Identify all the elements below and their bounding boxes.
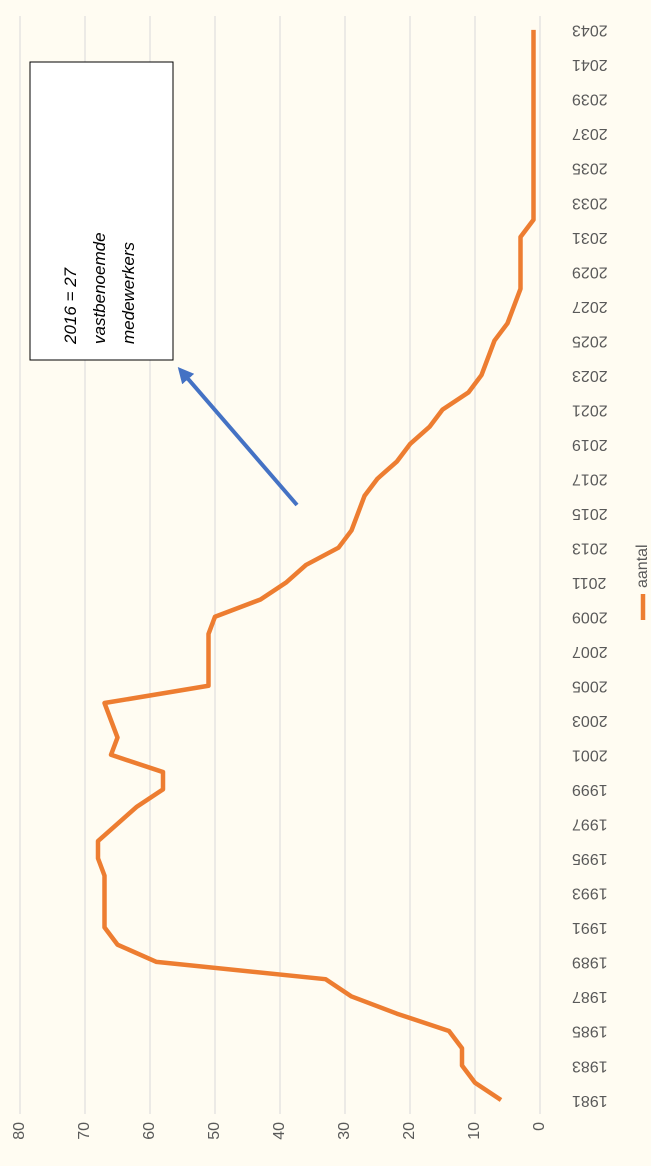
x-tick-label: 2009 — [572, 608, 608, 625]
x-tick-label: 1995 — [572, 850, 608, 867]
x-tick-label: 2003 — [572, 712, 608, 729]
x-tick-label: 1981 — [572, 1092, 608, 1109]
x-tick-label: 2031 — [572, 229, 608, 246]
legend-label: aantal — [634, 544, 651, 588]
x-tick-label: 2011 — [572, 574, 607, 591]
x-tick-label: 1987 — [572, 988, 608, 1005]
x-tick-label: 2037 — [572, 125, 608, 142]
y-tick-label: 20 — [401, 1122, 418, 1140]
x-tick-label: 2035 — [572, 160, 608, 177]
y-tick-label: 70 — [76, 1122, 93, 1140]
x-tick-label: 1989 — [572, 954, 608, 971]
x-tick-label: 1999 — [572, 781, 608, 798]
y-tick-label: 30 — [336, 1122, 353, 1140]
y-tick-label: 40 — [271, 1122, 288, 1140]
x-tick-label: 1985 — [572, 1023, 608, 1040]
x-tick-label: 2015 — [572, 505, 608, 522]
x-tick-label: 2033 — [572, 194, 608, 211]
x-tick-label: 2025 — [572, 332, 608, 349]
annotation-text: 2016 = 27 — [61, 267, 80, 345]
rotated-chart: 0 10 20 30 40 50 60 70 80 1981 1983 1985 1987 1989 199… — [11, 16, 651, 1140]
x-tick-label: 2023 — [572, 367, 608, 384]
x-tick-label: 2021 — [572, 401, 608, 418]
x-tick-label: 1997 — [572, 816, 608, 833]
x-tick-label: 2005 — [572, 678, 608, 695]
annotation-arrow — [177, 366, 299, 507]
x-tick-label: 2039 — [572, 91, 608, 108]
annotation-box — [29, 61, 174, 361]
x-tick-label: 1993 — [572, 885, 608, 902]
x-tick-label: 2019 — [572, 436, 608, 453]
y-tick-label: 60 — [141, 1122, 158, 1140]
x-tick-label: 1991 — [572, 919, 608, 936]
annotation-text: vastbenoemde — [90, 232, 109, 344]
annotation-text: medewerkers — [119, 241, 138, 344]
x-tick-label: 2013 — [572, 539, 608, 556]
y-tick-label: 50 — [206, 1122, 223, 1140]
x-tick-label: 2007 — [572, 643, 608, 660]
x-tick-label: 2041 — [572, 56, 608, 73]
x-tick-label: 2043 — [572, 22, 608, 39]
x-tick-label: 2001 — [572, 747, 608, 764]
x-tick-label: 2027 — [572, 298, 608, 315]
x-tick-label: 1983 — [572, 1057, 608, 1074]
y-tick-label: 0 — [531, 1122, 548, 1131]
y-tick-label: 10 — [466, 1122, 483, 1140]
x-tick-label: 2029 — [572, 263, 608, 280]
x-tick-label: 2017 — [572, 470, 608, 487]
y-tick-label: 80 — [11, 1122, 28, 1140]
data-line — [95, 29, 536, 1102]
